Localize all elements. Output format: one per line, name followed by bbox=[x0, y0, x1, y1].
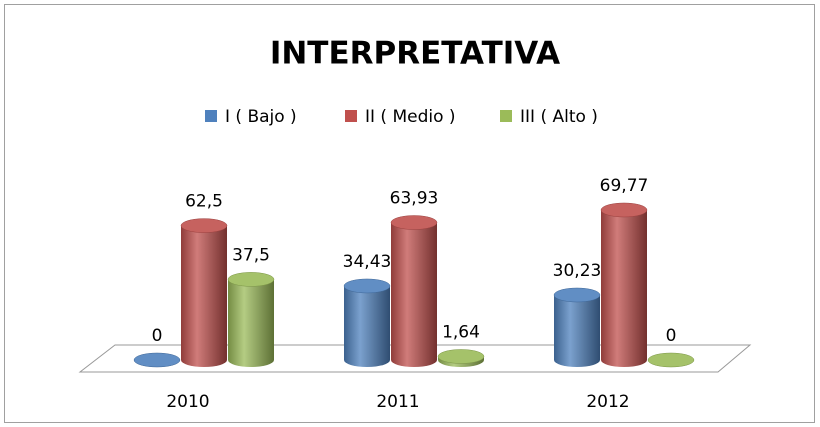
value-label: 1,64 bbox=[442, 322, 480, 342]
value-label: 62,5 bbox=[185, 192, 223, 212]
bar-top bbox=[227, 272, 275, 287]
value-label: 0 bbox=[152, 326, 163, 346]
legend-swatch bbox=[345, 110, 357, 122]
bar-top bbox=[600, 202, 648, 218]
value-label: 0 bbox=[666, 326, 677, 346]
bar-top bbox=[390, 215, 438, 230]
x-tick-label: 2010 bbox=[166, 392, 209, 412]
value-label: 69,77 bbox=[600, 176, 649, 196]
value-label: 34,43 bbox=[343, 252, 392, 272]
value-label: 63,93 bbox=[390, 189, 439, 209]
legend-label: I ( Bajo ) bbox=[225, 107, 297, 127]
legend-swatch bbox=[500, 110, 512, 122]
bar bbox=[391, 222, 437, 367]
legend-swatch bbox=[205, 110, 217, 122]
bar-top bbox=[180, 218, 228, 233]
legend-label: II ( Medio ) bbox=[365, 107, 456, 127]
bar-top bbox=[647, 352, 695, 368]
x-tick-label: 2011 bbox=[376, 392, 419, 412]
bar-top bbox=[133, 352, 181, 368]
bar-top bbox=[437, 349, 485, 364]
bar bbox=[228, 279, 274, 367]
bar bbox=[601, 209, 647, 367]
bar-top bbox=[553, 287, 601, 303]
bar-top bbox=[343, 278, 391, 294]
bar bbox=[344, 285, 390, 367]
value-label: 30,23 bbox=[553, 261, 602, 281]
x-tick-label: 2012 bbox=[586, 392, 629, 412]
value-label: 37,5 bbox=[232, 245, 270, 265]
legend-label: III ( Alto ) bbox=[520, 107, 598, 127]
bar bbox=[554, 295, 600, 367]
chart-title: INTERPRETATIVA bbox=[270, 36, 560, 72]
bar bbox=[181, 225, 227, 367]
